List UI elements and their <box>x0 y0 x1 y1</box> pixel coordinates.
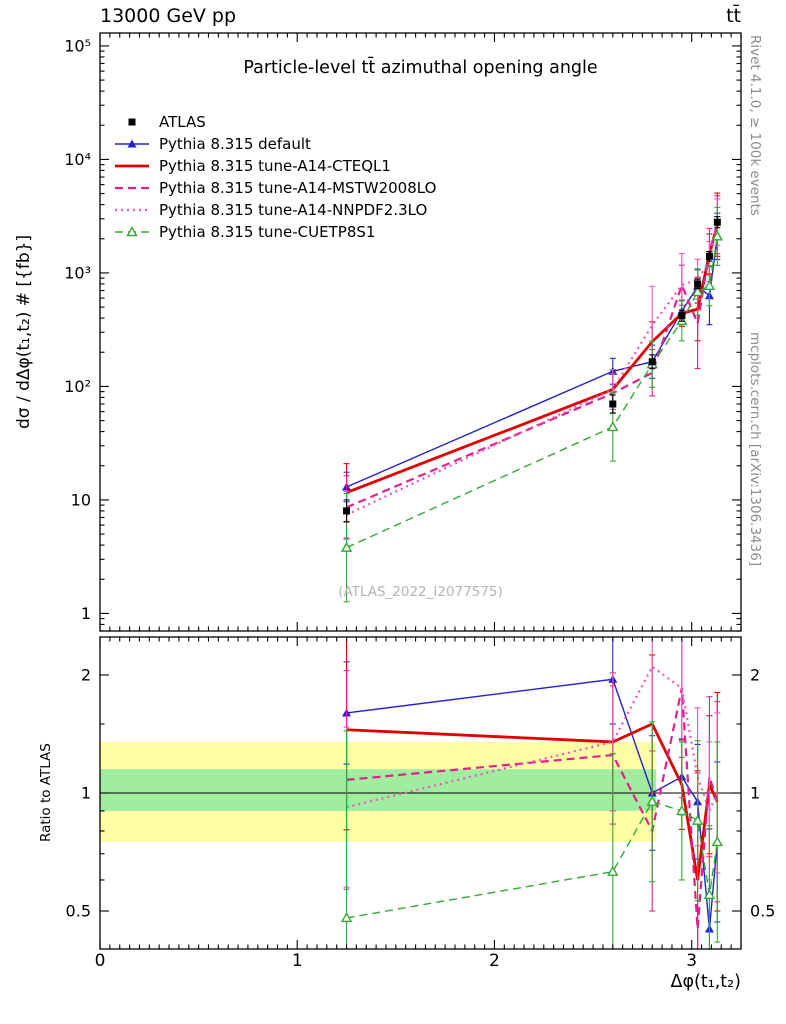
y-tick-label-main: 10⁵ <box>64 36 91 55</box>
x-tick-label: 2 <box>489 951 500 971</box>
series-pythia-cuetp8s1-ratio <box>340 721 724 949</box>
legend: ATLAS Pythia 8.315 default Pythia 8.315 tu… <box>114 111 436 243</box>
process-label: tt̄ <box>726 5 741 27</box>
legend-label: Pythia 8.315 tune-CUETP8S1 <box>159 223 376 241</box>
y-tick-label-ratio-right: 0.5 <box>750 902 775 921</box>
y-tick-label-ratio-right: 1 <box>750 784 760 803</box>
legend-item-pythia-cuetp8s1: Pythia 8.315 tune-CUETP8S1 <box>114 221 436 243</box>
legend-swatch-pythia-cuetp8s1 <box>115 226 149 237</box>
y-axis-label-ratio: Ratio to ATLAS <box>38 743 54 843</box>
y-axis-label-main: dσ / dΔφ(t₁,t₂) # [{fb}] <box>14 234 34 430</box>
legend-swatch-pythia-default <box>115 139 149 148</box>
legend-swatch-atlas <box>128 118 136 126</box>
legend-label: ATLAS <box>159 113 206 131</box>
legend-item-pythia-default: Pythia 8.315 default <box>114 133 436 155</box>
y-tick-label-ratio-left: 0.5 <box>66 902 91 921</box>
legend-label: Pythia 8.315 tune-A14-NNPDF2.3LO <box>159 201 428 219</box>
analysis-watermark: (ATLAS_2022_I2077575) <box>338 584 503 600</box>
rivet-version-text: Rivet 4.1.0, ≥ 100k events <box>747 35 763 216</box>
series-atlas-main <box>343 216 721 523</box>
x-axis-label: Δφ(t₁,t₂) <box>670 972 742 992</box>
series-pythia-a14-mstw2008lo-main <box>343 195 721 540</box>
series-pythia-cuetp8s1-main <box>340 206 724 603</box>
legend-swatch-pythia-a14-cteql1 <box>115 164 149 168</box>
series-pythia-a14-nnpdf23lo-main <box>343 198 721 539</box>
y-tick-label-main: 10³ <box>64 263 91 282</box>
legend-swatch-pythia-a14-nnpdf23lo <box>115 208 149 212</box>
legend-label: Pythia 8.315 default <box>159 135 311 153</box>
y-tick-label-main: 1 <box>81 604 91 623</box>
y-tick-label-main: 10⁴ <box>64 150 91 169</box>
uncertainty-band-green <box>100 769 657 811</box>
y-tick-label-main: 10² <box>64 377 91 396</box>
series-pythia-default-main <box>342 212 722 503</box>
legend-label: Pythia 8.315 tune-A14-MSTW2008LO <box>159 179 437 197</box>
beam-energy-label: 13000 GeV pp <box>100 5 237 27</box>
legend-swatch-pythia-a14-mstw2008lo <box>115 186 149 190</box>
x-tick-label: 0 <box>95 951 106 971</box>
legend-item-pythia-a14-mstw2008lo: Pythia 8.315 tune-A14-MSTW2008LO <box>114 177 436 199</box>
x-tick-label: 3 <box>686 951 697 971</box>
legend-item-pythia-a14-cteql1: Pythia 8.315 tune-A14-CTEQL1 <box>114 155 436 177</box>
y-tick-label-ratio-left: 1 <box>81 784 91 803</box>
mcplots-reference-text: mcplots.cern.ch [arXiv:1306.3436] <box>747 332 763 567</box>
legend-item-pythia-a14-nnpdf23lo: Pythia 8.315 tune-A14-NNPDF2.3LO <box>114 199 436 221</box>
plot-title: Particle-level tt̄ azimuthal opening ang… <box>243 58 598 78</box>
y-tick-label-main: 10 <box>71 490 91 509</box>
legend-label: Pythia 8.315 tune-A14-CTEQL1 <box>159 157 391 175</box>
y-tick-label-ratio-left: 2 <box>81 665 91 684</box>
y-tick-label-ratio-right: 2 <box>750 665 760 684</box>
legend-item-atlas: ATLAS <box>114 111 436 133</box>
axes-and-ticks: 0 1 2 3 1 10 10² 10³ 10⁴ 10⁵ 0.5 0.5 1 1 2 2 <box>64 32 775 971</box>
x-tick-label: 1 <box>292 951 303 971</box>
